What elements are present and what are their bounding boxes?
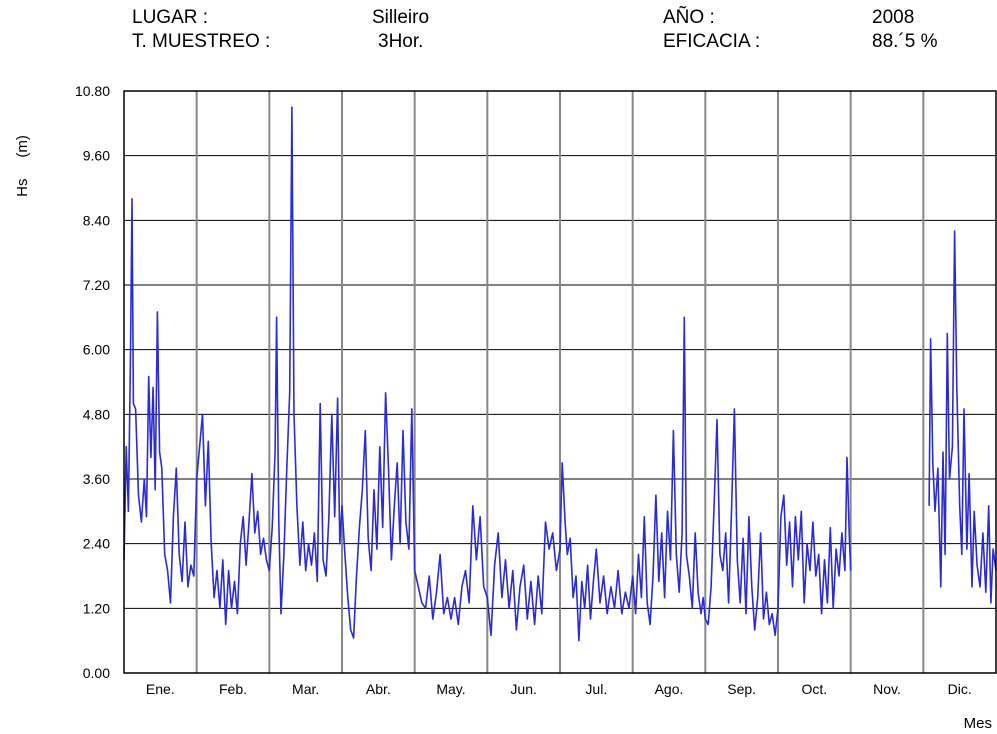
- x-tick-label: Mar.: [292, 681, 319, 697]
- eficacia-value: 88.´5 %: [872, 31, 938, 52]
- x-tick-label: May.: [436, 681, 465, 697]
- hs-series-line: [123, 106, 852, 642]
- muestreo-label: T. MUESTREO :: [132, 31, 271, 52]
- x-tick-label: Feb.: [219, 681, 247, 697]
- y-tick-label: 6.00: [83, 342, 110, 358]
- x-tick-label: Oct.: [801, 681, 827, 697]
- x-tick-label: Ene.: [146, 681, 175, 697]
- ano-value: 2008: [872, 7, 915, 28]
- series-layer: [123, 106, 997, 642]
- x-tick-labels: Ene. Feb. Mar. Abr. May. Jun. Jul. Ago. Sep. Oct.…: [146, 681, 972, 697]
- x-axis-label: Mes: [964, 715, 992, 732]
- y-tick-label: 10.80: [75, 83, 110, 99]
- x-tick-label: Jul.: [585, 681, 607, 697]
- x-tick-label: Jun.: [510, 681, 536, 697]
- y-tick-label: 8.40: [83, 212, 110, 228]
- hs-series-line: [928, 230, 997, 604]
- plot-frame: [123, 90, 997, 674]
- y-tick-label: 2.40: [83, 536, 110, 552]
- lugar-value: Silleiro: [372, 7, 430, 28]
- x-tick-label: Nov.: [873, 681, 901, 697]
- y-tick-label: 9.60: [83, 148, 110, 164]
- y-tick-label: 1.20: [83, 600, 110, 616]
- eficacia-label: EFICACIA :: [663, 31, 761, 52]
- x-tick-label: Abr.: [366, 681, 391, 697]
- lugar-label: LUGAR :: [132, 7, 209, 28]
- x-tick-label: Sep.: [727, 681, 756, 697]
- x-tick-label: Ago.: [655, 681, 684, 697]
- muestreo-value: 3Hor.: [378, 31, 424, 52]
- x-tick-label: Dic.: [948, 681, 972, 697]
- y-tick-label: 0.00: [83, 665, 110, 681]
- y-tick-label: 7.20: [83, 277, 110, 293]
- y-tick-label: 4.80: [83, 406, 110, 422]
- y-tick-label: 3.60: [83, 471, 110, 487]
- ano-label: AÑO :: [663, 7, 715, 28]
- grid-layer: [124, 90, 996, 674]
- y-axis-label: Hs (m): [14, 135, 31, 197]
- y-tick-labels: 0.00 1.20 2.40 3.60 4.80 6.00 7.20 8.40 9.60 10.8…: [75, 83, 110, 681]
